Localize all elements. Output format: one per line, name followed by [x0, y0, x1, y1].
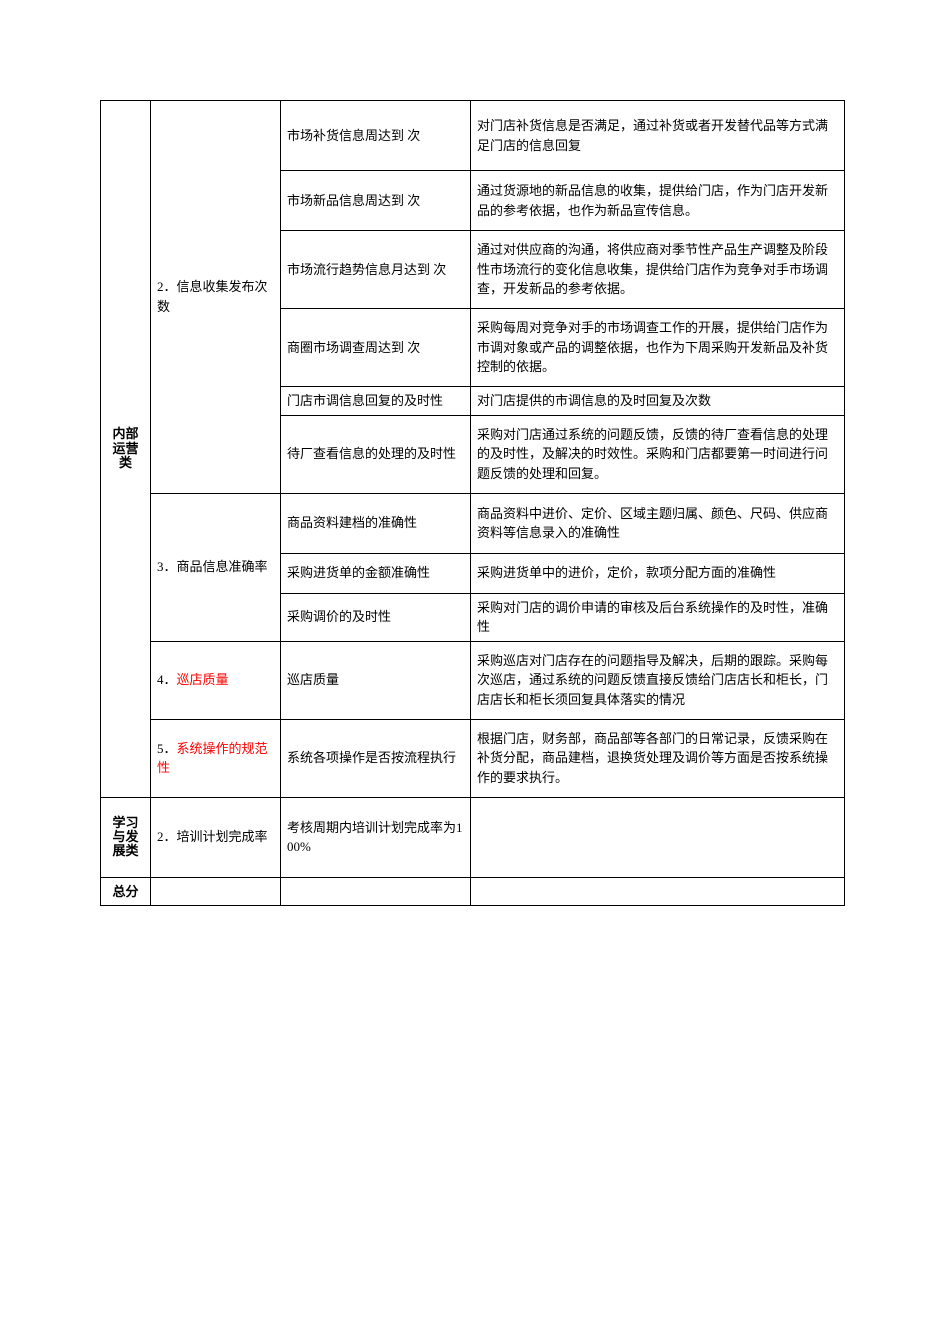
empty-cell: [281, 877, 471, 906]
metric-cell: 巡店质量: [281, 641, 471, 719]
category-learning-dev: 学习与发展类: [101, 797, 151, 877]
group5-prefix: 5．: [157, 741, 177, 756]
kpi-table: 内部运营类 2．信息收集发布次数 市场补货信息周达到 次 对门店补货信息是否满足…: [100, 100, 845, 906]
metric-cell: 市场流行趋势信息月达到 次: [281, 231, 471, 309]
category-label-line1: 内部运营类: [109, 427, 142, 470]
table-row-total: 总分: [101, 877, 845, 906]
table-row: 学习与发展类 2．培训计划完成率 考核周期内培训计划完成率为100%: [101, 797, 845, 877]
empty-cell: [151, 877, 281, 906]
desc-cell: 对门店补货信息是否满足，通过补货或者开发替代品等方式满足门店的信息回复: [471, 101, 845, 171]
metric-cell: 采购进货单的金额准确性: [281, 553, 471, 593]
category-total: 总分: [101, 877, 151, 906]
empty-cell: [471, 877, 845, 906]
table-row: 3．商品信息准确率 商品资料建档的准确性 商品资料中进价、定价、区域主题归属、颜…: [101, 493, 845, 553]
metric-cell: 商圈市场调查周达到 次: [281, 309, 471, 387]
desc-cell: 商品资料中进价、定价、区域主题归属、颜色、尺码、供应商资料等信息录入的准确性: [471, 493, 845, 553]
metric-cell: 市场补货信息周达到 次: [281, 101, 471, 171]
metric-cell: 商品资料建档的准确性: [281, 493, 471, 553]
desc-cell: 对门店提供的市调信息的及时回复及次数: [471, 387, 845, 416]
group-store-inspection: 4．巡店质量: [151, 641, 281, 719]
group4-red-text: 巡店质量: [177, 672, 229, 687]
desc-cell: 采购每周对竞争对手的市场调查工作的开展，提供给门店作为市调对象或产品的调整依据，…: [471, 309, 845, 387]
desc-cell: 采购对门店的调价申请的审核及后台系统操作的及时性，准确性: [471, 593, 845, 641]
group-system-ops: 5．系统操作的规范性: [151, 719, 281, 797]
table-row: 内部运营类 2．信息收集发布次数 市场补货信息周达到 次 对门店补货信息是否满足…: [101, 101, 845, 171]
metric-cell: 市场新品信息周达到 次: [281, 171, 471, 231]
metric-cell: 采购调价的及时性: [281, 593, 471, 641]
desc-cell: 采购对门店通过系统的问题反馈，反馈的待厂查看信息的处理的及时性，及解决的时效性。…: [471, 415, 845, 493]
group-training: 2．培训计划完成率: [151, 797, 281, 877]
metric-cell: 门店市调信息回复的及时性: [281, 387, 471, 416]
desc-cell: 通过对供应商的沟通，将供应商对季节性产品生产调整及阶段性市场流行的变化信息收集，…: [471, 231, 845, 309]
category-internal-ops: 内部运营类: [101, 101, 151, 798]
table-row: 4．巡店质量 巡店质量 采购巡店对门店存在的问题指导及解决，后期的跟踪。采购每次…: [101, 641, 845, 719]
category-label-line2: 学习与发展类: [109, 816, 142, 859]
group4-prefix: 4．: [157, 672, 177, 687]
desc-cell: 根据门店，财务部，商品部等各部门的日常记录，反馈采购在补货分配，商品建档，退换货…: [471, 719, 845, 797]
metric-cell: 系统各项操作是否按流程执行: [281, 719, 471, 797]
table-row: 5．系统操作的规范性 系统各项操作是否按流程执行 根据门店，财务部，商品部等各部…: [101, 719, 845, 797]
group-product-info: 3．商品信息准确率: [151, 493, 281, 641]
page-container: 内部运营类 2．信息收集发布次数 市场补货信息周达到 次 对门店补货信息是否满足…: [0, 0, 945, 946]
metric-cell: 考核周期内培训计划完成率为100%: [281, 797, 471, 877]
desc-cell: 通过货源地的新品信息的收集，提供给门店，作为门店开发新品的参考依据，也作为新品宣…: [471, 171, 845, 231]
metric-cell: 待厂查看信息的处理的及时性: [281, 415, 471, 493]
desc-cell: 采购进货单中的进价，定价，款项分配方面的准确性: [471, 553, 845, 593]
group-info-collect: 2．信息收集发布次数: [151, 101, 281, 494]
desc-cell: [471, 797, 845, 877]
desc-cell: 采购巡店对门店存在的问题指导及解决，后期的跟踪。采购每次巡店，通过系统的问题反馈…: [471, 641, 845, 719]
